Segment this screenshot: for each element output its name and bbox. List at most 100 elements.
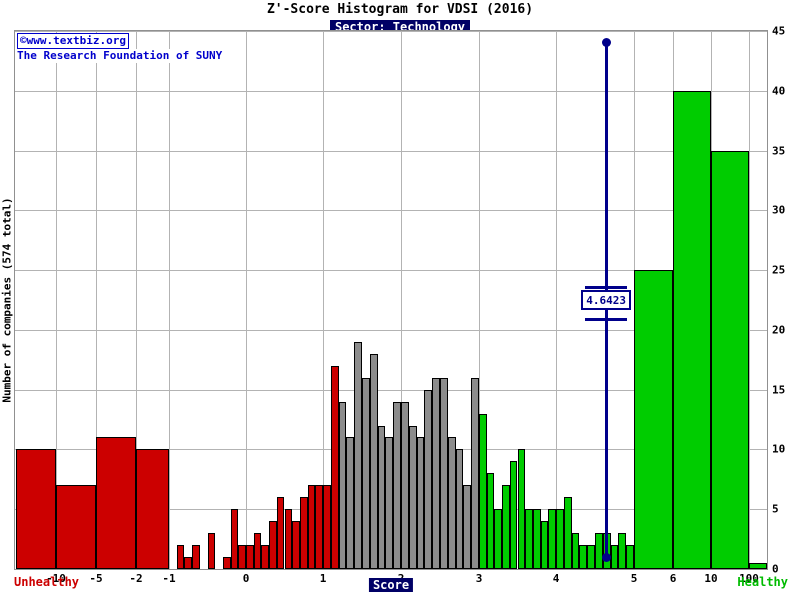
histogram-bar <box>307 485 316 569</box>
y-tick-label: 40 <box>772 84 786 98</box>
histogram-bar <box>548 509 556 569</box>
x-tick-label: -2 <box>129 572 143 585</box>
histogram-bar <box>556 509 564 569</box>
histogram-bar <box>463 485 472 569</box>
x-tick-label: 10 <box>704 572 718 585</box>
histogram-bar <box>136 449 169 569</box>
histogram-bar <box>447 437 456 569</box>
histogram-bar <box>595 533 603 569</box>
healthy-label: Healthy <box>737 575 788 589</box>
histogram-bar <box>16 449 56 569</box>
y-tick-label: 5 <box>772 502 779 516</box>
chart-title: Z'-Score Histogram for VDSI (2016) <box>266 2 534 17</box>
histogram-bar <box>424 389 433 569</box>
y-tick-label: 20 <box>772 323 786 337</box>
histogram-bar <box>571 533 580 569</box>
histogram-bar <box>540 521 549 569</box>
y-axis-label: Number of companies (574 total) <box>0 197 14 403</box>
histogram-bar <box>246 545 254 569</box>
horizontal-gridline <box>15 150 767 152</box>
vertical-gridline <box>56 31 57 569</box>
horizontal-gridline <box>15 90 767 92</box>
histogram-bar <box>587 545 595 569</box>
x-tick-label: 6 <box>669 572 677 585</box>
histogram-bar <box>749 563 767 569</box>
score-marker-dot <box>601 38 611 48</box>
plot-area: ©www.textbiz.org The Research Foundation… <box>14 30 768 570</box>
histogram-bar <box>626 545 634 569</box>
histogram-bar <box>284 509 293 569</box>
histogram-bar <box>276 497 285 569</box>
histogram-bar <box>711 150 749 569</box>
textbiz-link[interactable]: ©www.textbiz.org <box>17 33 129 49</box>
score-marker-dot <box>601 552 611 562</box>
x-tick-label: 100 <box>739 572 759 585</box>
histogram-bar <box>479 413 487 569</box>
histogram-bar <box>517 449 526 569</box>
histogram-bar <box>253 533 262 569</box>
histogram-bar <box>207 533 216 569</box>
histogram-bar <box>563 497 572 569</box>
vertical-gridline <box>169 31 170 569</box>
histogram-bar <box>502 485 510 569</box>
histogram-bar <box>192 545 200 569</box>
vertical-gridline <box>96 31 97 569</box>
horizontal-gridline <box>15 31 767 32</box>
y-tick-label: 25 <box>772 263 786 277</box>
histogram-bar <box>494 509 503 569</box>
score-marker-crossbar <box>585 317 628 321</box>
histogram-bar <box>673 90 711 569</box>
histogram-bar <box>299 497 308 569</box>
horizontal-gridline <box>15 389 767 391</box>
y-tick-label: 30 <box>772 203 786 217</box>
x-axis-label: Score <box>368 578 414 592</box>
histogram-bar <box>222 557 231 569</box>
vertical-gridline <box>556 31 557 569</box>
y-tick-label: 15 <box>772 383 786 397</box>
y-tick-label: 45 <box>772 24 786 38</box>
histogram-bar <box>354 341 362 569</box>
histogram-bar <box>292 521 300 569</box>
histogram-bar <box>610 545 619 569</box>
horizontal-gridline <box>15 210 767 212</box>
histogram-bar <box>184 557 193 569</box>
histogram-bar <box>440 377 448 569</box>
vertical-gridline <box>479 31 480 569</box>
histogram-bar <box>330 365 339 569</box>
histogram-bar <box>634 270 673 569</box>
unhealthy-label: Unhealthy <box>14 575 80 589</box>
vertical-gridline <box>246 31 247 569</box>
x-tick-label: 5 <box>630 572 638 585</box>
y-tick-label: 0 <box>772 562 779 576</box>
x-tick-label: -5 <box>89 572 103 585</box>
histogram-bar <box>377 425 386 569</box>
histogram-bar <box>618 533 627 569</box>
vertical-gridline <box>749 31 750 569</box>
x-axis-label-row: Score <box>368 574 414 593</box>
histogram-bar <box>323 485 331 569</box>
x-tick-label: -1 <box>162 572 176 585</box>
vertical-gridline <box>136 31 137 569</box>
y-tick-label: 10 <box>772 442 786 456</box>
histogram-bar <box>432 377 440 569</box>
x-tick-label: 0 <box>242 572 250 585</box>
horizontal-gridline <box>15 270 767 272</box>
histogram-bar <box>509 461 518 569</box>
histogram-bar <box>416 437 425 569</box>
histogram-bar <box>315 485 323 569</box>
score-marker-crossbar <box>585 285 628 289</box>
histogram-bar <box>408 425 417 569</box>
histogram-bar <box>579 545 588 569</box>
vertical-gridline <box>323 31 324 569</box>
horizontal-gridline <box>15 329 767 331</box>
x-tick-label: 4 <box>552 572 560 585</box>
histogram-bar <box>96 437 136 569</box>
y-tick-label: 35 <box>772 144 786 158</box>
histogram-bar <box>471 377 479 569</box>
vertical-gridline <box>401 31 402 569</box>
histogram-bar <box>346 437 355 569</box>
histogram-bar <box>369 353 378 569</box>
histogram-bar <box>455 449 464 569</box>
score-marker-value: 4.6423 <box>581 289 632 310</box>
